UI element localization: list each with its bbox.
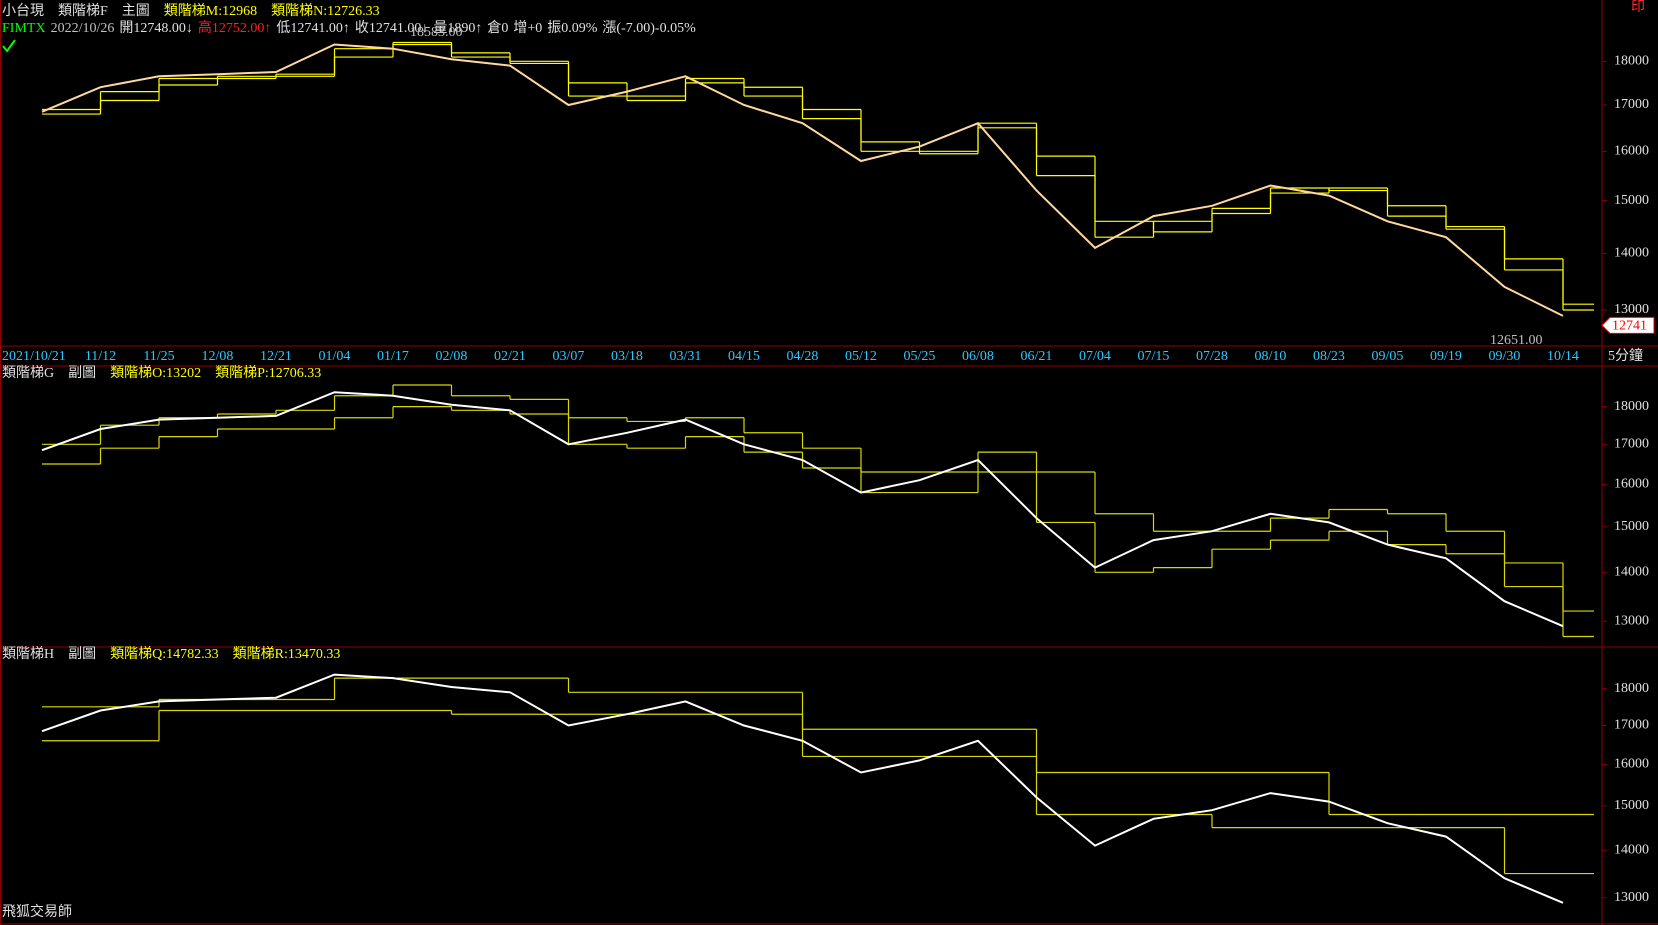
x-tick-label: 11/25 bbox=[143, 349, 174, 364]
x-tick-label: 05/25 bbox=[904, 349, 936, 364]
header-item: 類階梯Q:14782.33 bbox=[110, 646, 219, 662]
x-tick-label: 06/21 bbox=[1021, 349, 1053, 364]
header-item: 低12741.00↑ bbox=[276, 20, 350, 36]
price-line bbox=[41, 673, 1564, 904]
x-tick-label: 06/08 bbox=[962, 349, 994, 364]
x-tick-label: 08/23 bbox=[1313, 349, 1345, 364]
header-item: 小台現 bbox=[2, 3, 44, 19]
y-tick-label: 14000 bbox=[1614, 246, 1649, 261]
y-tick-label: 16000 bbox=[1614, 476, 1649, 491]
y-tick-label: 16000 bbox=[1614, 144, 1649, 159]
check-icon bbox=[2, 39, 16, 53]
header-item: 振0.09% bbox=[547, 20, 597, 36]
x-tick-label: 09/05 bbox=[1372, 349, 1404, 364]
x-tick-label: 03/18 bbox=[611, 349, 643, 364]
x-tick-label: 11/12 bbox=[85, 349, 116, 364]
x-tick-label: 12/08 bbox=[202, 349, 234, 364]
x-tick-label: 07/15 bbox=[1138, 349, 1170, 364]
header-item: 量1890↑ bbox=[433, 20, 482, 36]
y-tick-label: 17000 bbox=[1614, 718, 1649, 733]
header-item: 開12748.00↓ bbox=[119, 21, 193, 36]
y-tick-label: 17000 bbox=[1614, 437, 1649, 452]
x-tick-label: 04/15 bbox=[728, 349, 760, 364]
x-tick-label: 09/19 bbox=[1430, 349, 1462, 364]
brand: 飛狐交易師 bbox=[2, 903, 72, 920]
x-tick-label: 01/17 bbox=[377, 349, 409, 364]
header-item: 類階梯H bbox=[2, 646, 54, 662]
x-tick-label: 02/21 bbox=[494, 349, 526, 364]
header-item: 副圖 bbox=[68, 365, 96, 381]
print-button[interactable]: 印 bbox=[1631, 0, 1645, 15]
y-tick-label: 18000 bbox=[1614, 399, 1649, 414]
x-tick-label: 02/08 bbox=[436, 349, 468, 364]
header-item: FIMTX bbox=[2, 21, 46, 36]
header-item: 收12741.00↓ bbox=[355, 20, 429, 36]
header-item: 類階梯N:12726.33 bbox=[271, 3, 380, 19]
y-tick-label: 17000 bbox=[1614, 97, 1649, 112]
header-item: 類階梯O:13202 bbox=[110, 365, 201, 381]
y-tick-label: 13000 bbox=[1614, 302, 1649, 317]
y-tick-label: 15000 bbox=[1614, 519, 1649, 534]
y-tick-label: 14000 bbox=[1614, 565, 1649, 580]
last-price-tag bbox=[1601, 316, 1655, 334]
header-item: 副圖 bbox=[68, 646, 96, 662]
header-item: 倉0 bbox=[487, 20, 508, 36]
x-tick-label: 04/28 bbox=[787, 349, 819, 364]
header-item: 2022/10/26 bbox=[51, 21, 115, 36]
header-item: 類階梯G bbox=[2, 365, 54, 381]
price-line bbox=[41, 391, 1564, 628]
x-unit: 5分鐘 bbox=[1608, 347, 1643, 364]
x-tick-label: 03/31 bbox=[670, 349, 702, 364]
header-item: 高12752.00↑ bbox=[198, 19, 272, 36]
y-tick-label: 15000 bbox=[1614, 798, 1649, 813]
x-tick-label: 01/04 bbox=[319, 349, 351, 364]
header-item: 漲(-7.00)-0.05% bbox=[602, 20, 696, 36]
y-tick-label: 18000 bbox=[1614, 54, 1649, 69]
header-item: 類階梯P:12706.33 bbox=[215, 365, 321, 381]
header-item: 增+0 bbox=[513, 20, 542, 36]
header-item: 主圖 bbox=[122, 3, 150, 19]
x-tick-label: 07/04 bbox=[1079, 349, 1111, 364]
price-line bbox=[41, 43, 1564, 317]
x-tick-label: 08/10 bbox=[1255, 349, 1287, 364]
x-tick-label: 05/12 bbox=[845, 349, 877, 364]
x-tick-label: 03/07 bbox=[553, 349, 585, 364]
x-tick-label: 2021/10/21 bbox=[2, 349, 66, 364]
price-annotation: 12651.00 bbox=[1490, 333, 1543, 348]
header-item: 類階梯R:13470.33 bbox=[233, 646, 341, 662]
x-tick-label: 12/21 bbox=[260, 349, 292, 364]
x-tick-label: 09/30 bbox=[1489, 349, 1521, 364]
y-tick-label: 18000 bbox=[1614, 681, 1649, 696]
y-tick-label: 16000 bbox=[1614, 757, 1649, 772]
y-tick-label: 13000 bbox=[1614, 890, 1649, 905]
header-item: 類階梯F bbox=[58, 3, 108, 19]
last-price-label: 12741 bbox=[1612, 319, 1647, 334]
y-tick-label: 13000 bbox=[1614, 613, 1649, 628]
y-tick-label: 14000 bbox=[1614, 842, 1649, 857]
price-annotation: 18583.00 bbox=[410, 25, 463, 40]
header-item: 類階梯M:12968 bbox=[164, 3, 257, 19]
x-tick-label: 10/14 bbox=[1547, 349, 1579, 364]
x-tick-label: 07/28 bbox=[1196, 349, 1228, 364]
y-tick-label: 15000 bbox=[1614, 193, 1649, 208]
